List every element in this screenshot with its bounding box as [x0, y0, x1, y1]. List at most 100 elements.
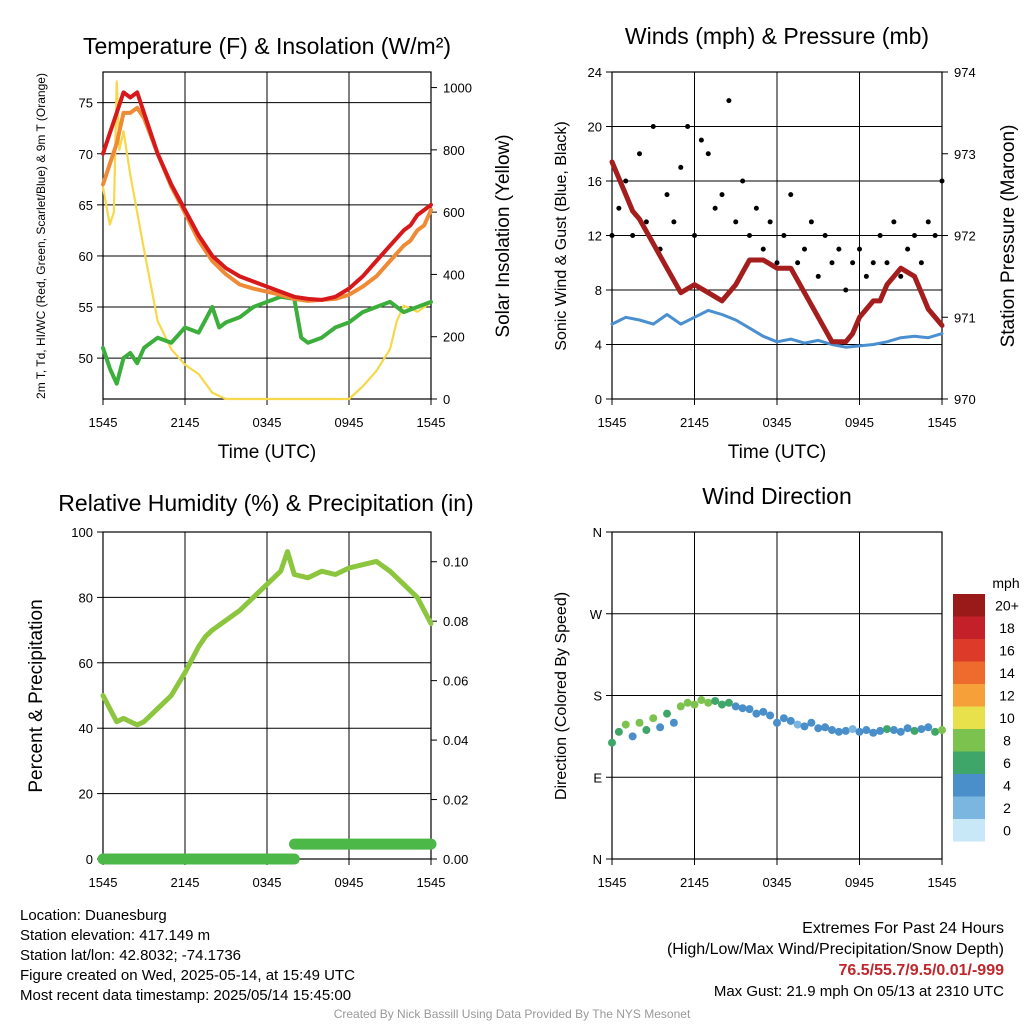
gust-point: [836, 246, 842, 252]
gust-point: [712, 205, 718, 211]
gust-point: [733, 219, 739, 225]
extremes-values: 76.5/55.7/9.5/0.01/-999: [838, 962, 1004, 979]
chart-title: Temperature (F) & Insolation (W/m²): [83, 33, 451, 59]
y-tick-label: 4: [595, 338, 602, 353]
y-tick-label: 40: [79, 721, 93, 736]
direction-point: [752, 709, 761, 718]
direction-point: [821, 723, 830, 732]
direction-point: [635, 718, 644, 727]
y-tick-label: 20: [79, 787, 93, 802]
x-tick-label: 0345: [253, 415, 282, 430]
legend-swatch: [953, 774, 985, 797]
direction-point: [896, 727, 905, 736]
y-tick-label: 50: [79, 351, 93, 366]
x-tick-label: 0945: [335, 875, 364, 890]
y-tick-label: 12: [588, 229, 602, 244]
recent-data-text: Most recent data timestamp: 2025/05/14 1…: [20, 987, 352, 1004]
gust-point: [815, 273, 821, 279]
extremes-heading: Extremes For Past 24 Hours: [802, 920, 1004, 937]
extremes-subheading: (High/Low/Max Wind/Precipitation/Snow De…: [666, 941, 1004, 958]
direction-point: [656, 723, 665, 732]
y-axis-label: Sonic Wind & Gust (Blue, Black): [553, 121, 570, 350]
gust-point: [623, 178, 629, 184]
direction-point: [718, 700, 726, 709]
chart-title: Winds (mph) & Pressure (mb): [625, 23, 929, 49]
gust-point: [877, 233, 883, 238]
direction-point: [704, 698, 713, 707]
sonic-wind-line: [610, 308, 944, 349]
direction-point: [814, 724, 823, 733]
y2-tick-label: 0: [443, 392, 450, 407]
gust-point: [932, 233, 938, 238]
direction-point: [724, 698, 733, 707]
y-tick-label: 24: [588, 65, 602, 80]
legend-label: 2: [1003, 800, 1011, 816]
y2-axis-label: Solar Insolation (Yellow): [493, 134, 514, 337]
direction-point: [917, 725, 926, 734]
legend-label: 16: [999, 642, 1015, 658]
legend-swatch: [953, 729, 985, 752]
x-tick-label: 2145: [171, 875, 200, 890]
gust-point: [891, 219, 897, 225]
direction-point: [663, 709, 671, 718]
x-tick-label: 1545: [598, 415, 627, 430]
legend-label: 20+: [995, 597, 1019, 613]
gust-point: [795, 260, 801, 266]
direction-point: [828, 726, 836, 735]
y2-tick-label: 0.08: [443, 614, 468, 629]
legend-label: 10: [999, 710, 1015, 726]
footer-credit: Created By Nick Bassill Using Data Provi…: [333, 1007, 691, 1021]
legend-label: 18: [999, 620, 1015, 636]
y-tick-label: 70: [79, 147, 93, 162]
y-tick-label: 100: [71, 525, 93, 540]
max-gust-text: Max Gust: 21.9 mph On 05/13 at 2310 UTC: [713, 983, 1004, 1000]
gust-point: [678, 164, 684, 170]
gust-point: [843, 287, 849, 293]
direction-point: [910, 726, 919, 735]
gust-point: [726, 98, 732, 104]
heat-index-line: [101, 105, 433, 303]
y-axis-label: Percent & Precipitation: [26, 599, 47, 792]
y2-tick-label: 0.06: [443, 674, 468, 689]
y-tick-label: 16: [588, 174, 602, 189]
direction-point: [745, 705, 754, 714]
y2-tick-label: 400: [443, 267, 465, 282]
gust-point: [829, 260, 835, 266]
gust-point: [884, 260, 890, 266]
x-tick-label: 1545: [89, 415, 118, 430]
direction-point: [711, 696, 720, 705]
direction-point: [807, 718, 816, 727]
gust-point: [685, 124, 691, 129]
gust-point: [822, 233, 828, 238]
gust-point: [637, 151, 642, 157]
x-tick-label: 1545: [89, 875, 118, 890]
legend-label: 4: [1003, 777, 1011, 793]
solar-insolation-line: [101, 80, 433, 401]
direction-point: [903, 724, 912, 733]
y2-tick-label: 0.00: [443, 852, 468, 867]
legend-label: 6: [1003, 755, 1011, 771]
direction-point: [731, 702, 740, 711]
gust-point: [650, 124, 656, 129]
gust-point: [740, 178, 746, 184]
gust-point: [609, 233, 615, 238]
legend-swatch: [953, 594, 985, 617]
direction-point: [862, 726, 871, 735]
extremes-panel: Extremes For Past 24 Hours (High/Low/Max…: [564, 918, 1004, 1002]
y-tick-label: N: [593, 525, 602, 540]
direction-point: [883, 725, 891, 734]
gust-point: [705, 151, 711, 157]
x-tick-label: 1545: [417, 875, 446, 890]
legend-swatch: [953, 751, 985, 774]
direction-point: [800, 722, 809, 731]
gust-point: [767, 219, 773, 225]
direction-point: [924, 723, 933, 732]
direction-point: [697, 696, 706, 705]
direction-point: [773, 718, 781, 727]
legend-swatch: [953, 706, 985, 729]
y-tick-label: E: [593, 770, 602, 785]
gust-point: [781, 233, 787, 238]
direction-point: [608, 738, 616, 747]
y2-tick-label: 971: [954, 310, 976, 325]
y2-tick-label: 0.02: [443, 793, 468, 808]
